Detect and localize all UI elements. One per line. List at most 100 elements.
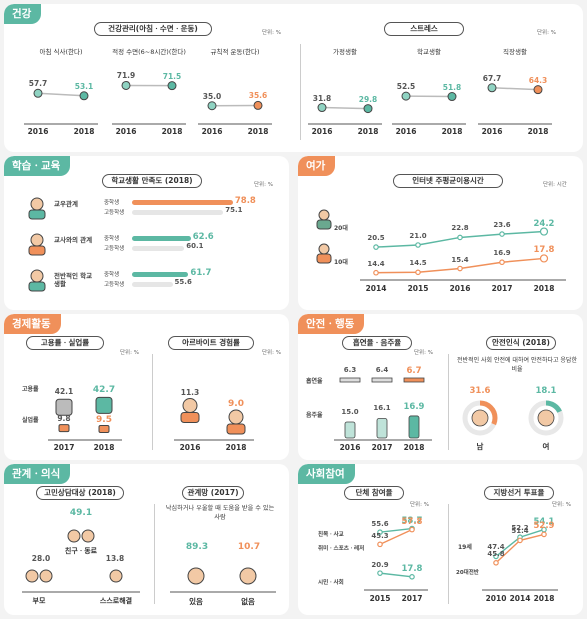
study-series-label: 고등학생	[104, 210, 125, 216]
unemployment-marker	[58, 424, 70, 433]
stress-title: 스트레스	[384, 22, 464, 36]
participation-group-label: 시민ㆍ사회	[318, 580, 344, 586]
parttime-value: 9.0	[228, 399, 244, 409]
health-series-label: 아침 식사(한다)	[39, 48, 83, 56]
health-value: 57.7	[28, 79, 48, 89]
leisure-year: 2018	[533, 284, 555, 293]
leisure-value: 16.9	[493, 249, 511, 258]
counsel-category: 친구ㆍ동료	[64, 547, 98, 555]
vote-point	[541, 531, 547, 538]
study-bar	[132, 272, 189, 277]
employment-bar	[55, 398, 73, 416]
leisure-row-10: 10대	[334, 259, 348, 266]
participation-point	[377, 541, 383, 548]
study-series-label: 중학생	[104, 200, 120, 206]
leisure-value: 21.0	[409, 232, 427, 240]
participation-group-label: 친목ㆍ사교	[318, 532, 344, 538]
network-title: 관계망 (2017)	[182, 486, 244, 500]
safety-unit: 단위: %	[414, 350, 433, 356]
vote-value: 54.1	[533, 516, 555, 527]
leisure-tag: 여가	[298, 156, 336, 176]
economy-card: 경제활동 고용률ㆍ실업률 단위: % 아르바이트 경험률 단위: % 고용률 실…	[4, 314, 289, 460]
social-chart	[364, 525, 558, 591]
leisure-year: 2016	[449, 284, 471, 293]
alarm-clock-icon	[167, 81, 177, 91]
health-chart	[24, 80, 552, 125]
employment-value: 42.7	[92, 385, 116, 396]
health-value: 53.1	[74, 81, 94, 91]
participation-value: 57.8	[401, 516, 423, 527]
safety-card: 안전ㆍ행동 흡연율ㆍ음주율 단위: % 안전인식 (2018) 흡연율 음주율 …	[298, 314, 583, 460]
study-value: 61.7	[190, 268, 212, 278]
counsel-value: 13.8	[105, 554, 125, 563]
unemployment-value: 9.8	[57, 413, 71, 423]
health-series-label: 규칙적 운동(한다)	[210, 48, 260, 56]
employment-title: 고용률ㆍ실업률	[26, 336, 104, 350]
leisure-value: 24.2	[533, 218, 555, 229]
study-card: 학습ㆍ교육 학교생활 만족도 (2018) 단위: % 교우관계 중학생 78.8 고…	[4, 156, 289, 310]
employment-row-label: 고용률	[22, 386, 39, 393]
person-10s-icon	[316, 243, 332, 264]
health-year: 2016	[395, 127, 417, 136]
participation-point	[377, 529, 383, 535]
friend-icon	[67, 529, 81, 543]
safety-gender: 남	[476, 442, 484, 451]
vote-year: 2014	[509, 594, 531, 603]
social-tag: 사회참여	[298, 464, 355, 484]
economy-year: 2017	[53, 443, 75, 452]
worker-body-icon	[226, 423, 246, 435]
participation-value: 58.7	[401, 515, 423, 526]
unemployment-value: 9.5	[96, 414, 112, 425]
leisure-point	[499, 259, 505, 266]
employment-value: 42.1	[54, 387, 74, 397]
student-icon	[28, 197, 46, 220]
employment-bar	[95, 396, 113, 414]
vote-value: 47.4	[487, 543, 505, 552]
study-bar	[132, 200, 233, 205]
person-with-help-icon	[187, 567, 205, 585]
health-year: 2018	[527, 127, 549, 136]
study-bar	[132, 282, 173, 287]
house-icon	[317, 103, 327, 113]
office-icon	[487, 83, 497, 93]
health-value: 71.5	[162, 71, 182, 81]
participation-year: 2015	[369, 594, 391, 603]
vote-value: 52.9	[533, 521, 555, 532]
vote-point	[517, 537, 523, 544]
parttime-year: 2016	[179, 443, 201, 452]
leisure-point	[539, 227, 549, 236]
health-value: 71.9	[116, 71, 136, 81]
leisure-unit: 단위: 시간	[543, 182, 567, 188]
leisure-point	[499, 231, 505, 237]
cigarette-icon	[371, 377, 393, 383]
health-unit-left: 단위: %	[262, 30, 281, 36]
leisure-point	[415, 269, 421, 276]
health-series-label: 가정생활	[333, 48, 357, 56]
safety-perception-title: 안전인식 (2018)	[486, 336, 556, 350]
study-bar	[132, 246, 185, 251]
leisure-value: 14.4	[367, 259, 385, 268]
participation-value: 45.3	[371, 532, 389, 541]
vote-year: 2010	[485, 594, 507, 603]
health-mgmt-title: 건강관리(아침ㆍ수면ㆍ운동)	[94, 22, 212, 36]
health-year: 2016	[115, 127, 137, 136]
health-year: 2018	[247, 127, 269, 136]
smoke-drink-title: 흡연율ㆍ음주율	[342, 336, 412, 350]
health-year: 2016	[311, 127, 333, 136]
counsel-category: 스스로해결	[99, 597, 133, 605]
health-tag: 건강	[4, 4, 42, 24]
health-series-label: 직장생활	[503, 48, 527, 56]
safety-perception-value: 18.1	[535, 386, 557, 396]
friend-icon	[81, 529, 95, 543]
vote-point	[493, 553, 499, 560]
economy-unit-right: 단위: %	[262, 350, 281, 356]
study-series-label: 고등학생	[104, 282, 125, 288]
drinking-value: 15.0	[341, 408, 359, 416]
leisure-value: 14.5	[409, 259, 427, 268]
economy-chart	[48, 396, 254, 441]
smoking-row-label: 흡연율	[306, 378, 323, 385]
cigarette-icon	[339, 377, 361, 383]
economy-tag: 경제활동	[4, 314, 61, 334]
person-20s-icon	[316, 209, 332, 230]
study-series-label: 고등학생	[104, 246, 125, 252]
